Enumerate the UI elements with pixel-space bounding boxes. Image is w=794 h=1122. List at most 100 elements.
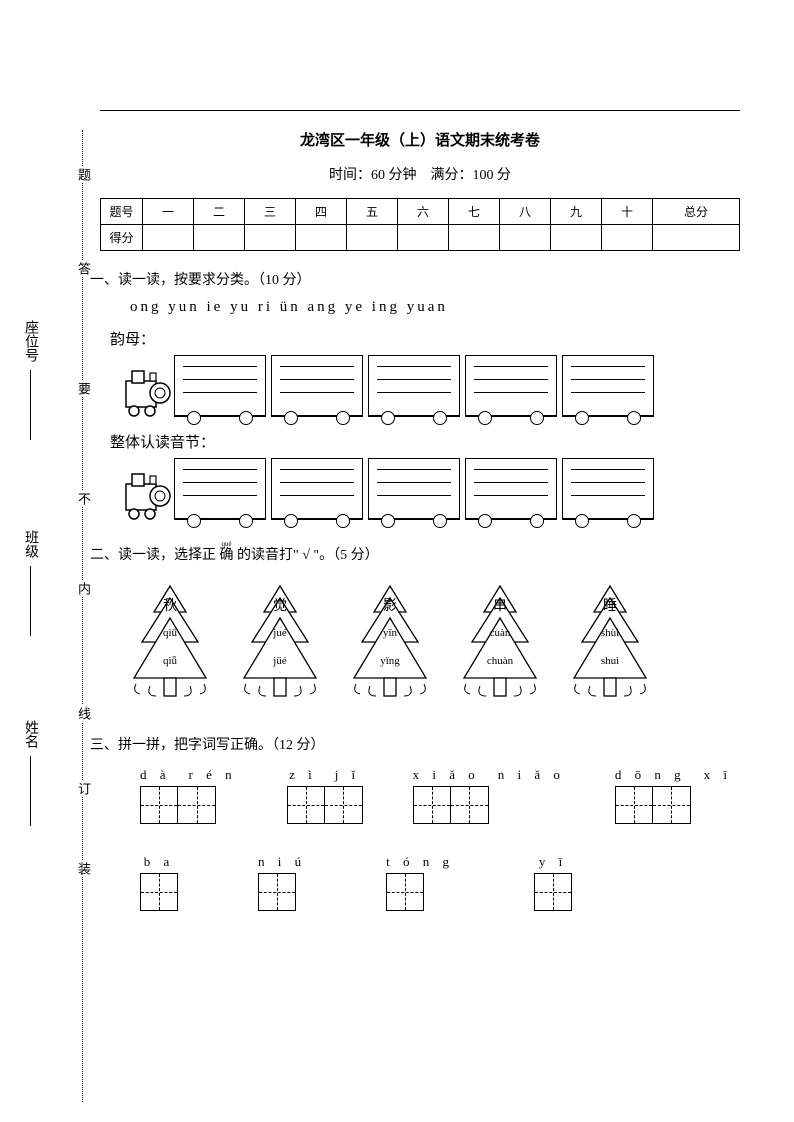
score-blank[interactable] — [551, 225, 602, 251]
score-cell: 二 — [194, 199, 245, 225]
score-value-row: 得分 — [101, 225, 740, 251]
svg-text:cuàn: cuàn — [490, 627, 511, 639]
q1-heading: 一、读一读，按要求分类。（10 分） — [90, 269, 740, 289]
score-blank[interactable] — [347, 225, 398, 251]
svg-text:秋: 秋 — [163, 598, 177, 614]
char-write-box[interactable] — [451, 786, 489, 824]
svg-text:qiū: qiū — [163, 627, 178, 639]
char-box-group — [386, 873, 454, 911]
q1-label-yunmu: 韵母： — [110, 328, 740, 349]
score-blank[interactable] — [602, 225, 653, 251]
train-wagon[interactable] — [174, 458, 266, 520]
train-wagon[interactable] — [562, 458, 654, 520]
char-write-box[interactable] — [615, 786, 653, 824]
q3-item: x i ǎ o n i ǎ o — [413, 764, 565, 824]
char-write-box[interactable] — [653, 786, 691, 824]
side-field-name: 姓名 — [20, 720, 40, 826]
char-box-group — [140, 873, 178, 911]
tree-item[interactable]: 秋 qiū qiǖ — [130, 584, 210, 704]
score-blank[interactable] — [449, 225, 500, 251]
train-wagon[interactable] — [174, 355, 266, 417]
char-write-box[interactable] — [178, 786, 216, 824]
q3-pinyin: z ì j ǐ — [287, 764, 363, 783]
q3-pinyin: t ó n g — [386, 854, 454, 870]
q3-item: t ó n g — [386, 854, 454, 911]
char-box-group — [258, 873, 306, 911]
score-cell: 得分 — [101, 225, 143, 251]
score-blank[interactable] — [653, 225, 740, 251]
svg-text:yīn: yīn — [383, 627, 398, 639]
svg-text:睡: 睡 — [603, 598, 617, 614]
q3-item: y ī — [534, 854, 572, 911]
q3-item: d à r é n — [140, 764, 237, 824]
q3-item: d ō n g x ī — [615, 764, 732, 824]
char-write-box[interactable] — [413, 786, 451, 824]
score-cell: 四 — [296, 199, 347, 225]
train-wagon[interactable] — [368, 458, 460, 520]
trees-row: 秋 qiū qiǖ 觉 jué jüé 影 yīn yǐng 串 cuàn ch… — [130, 584, 740, 704]
score-cell: 总分 — [653, 199, 740, 225]
char-write-box[interactable] — [287, 786, 325, 824]
exam-subtitle: 时间：60 分钟 满分：100 分 — [100, 164, 740, 184]
q2-ruby-rt: què — [220, 540, 234, 548]
binding-word: 不 — [74, 490, 93, 507]
train-wagon[interactable] — [271, 355, 363, 417]
q3-pinyin: d ō n g x ī — [615, 764, 732, 783]
score-table: 题号 一 二 三 四 五 六 七 八 九 十 总分 得分 — [100, 198, 740, 251]
train-wagon[interactable] — [562, 355, 654, 417]
svg-text:chuàn: chuàn — [487, 655, 514, 667]
svg-text:yǐng: yǐng — [380, 655, 400, 667]
train-wagon[interactable] — [465, 355, 557, 417]
char-write-box[interactable] — [386, 873, 424, 911]
locomotive-icon — [120, 367, 172, 417]
score-cell: 一 — [143, 199, 194, 225]
train-wagon[interactable] — [368, 355, 460, 417]
q2-ruby-base: 确 — [220, 548, 234, 563]
tree-item[interactable]: 串 cuàn chuàn — [460, 584, 540, 704]
q3-pinyin: y ī — [534, 854, 572, 870]
svg-text:shuì: shuì — [601, 655, 619, 667]
char-write-box[interactable] — [140, 873, 178, 911]
svg-text:jué: jué — [272, 627, 287, 639]
svg-text:串: 串 — [493, 598, 507, 614]
exam-title: 龙湾区一年级（上）语文期末统考卷 — [100, 129, 740, 150]
binding-word: 内 — [74, 580, 93, 597]
score-blank[interactable] — [245, 225, 296, 251]
char-write-box[interactable] — [534, 873, 572, 911]
score-blank[interactable] — [143, 225, 194, 251]
binding-word: 要 — [74, 380, 93, 397]
char-write-box[interactable] — [258, 873, 296, 911]
q3-row: b a n i ú t ó n g y ī — [140, 854, 740, 911]
tree-item[interactable]: 觉 jué jüé — [240, 584, 320, 704]
score-blank[interactable] — [194, 225, 245, 251]
score-blank[interactable] — [296, 225, 347, 251]
svg-text:影: 影 — [383, 598, 397, 614]
q3-item: b a — [140, 854, 178, 911]
binding-word: 装 — [74, 860, 93, 877]
score-cell: 题号 — [101, 199, 143, 225]
train-wagon[interactable] — [271, 458, 363, 520]
train-row-zhengti — [120, 458, 740, 520]
q3-heading: 三、拼一拼，把字词写正确。（12 分） — [90, 734, 740, 754]
train-wagon[interactable] — [465, 458, 557, 520]
binding-word: 题 — [74, 166, 93, 183]
side-field-label: 座位号 — [23, 320, 38, 362]
score-cell: 五 — [347, 199, 398, 225]
char-write-box[interactable] — [140, 786, 178, 824]
q1-label-zhengti: 整体认读音节： — [110, 431, 740, 452]
tree-item[interactable]: 睡 shùi shuì — [570, 584, 650, 704]
score-blank[interactable] — [398, 225, 449, 251]
score-blank[interactable] — [500, 225, 551, 251]
side-field-seat: 座位号 — [20, 320, 40, 440]
q1-pinyin-list: ong yun ie yu ri ün ang ye ing yuan — [130, 299, 740, 316]
score-cell: 八 — [500, 199, 551, 225]
score-cell: 三 — [245, 199, 296, 225]
svg-text:qiǖ: qiǖ — [163, 655, 178, 667]
svg-text:觉: 觉 — [273, 598, 287, 614]
score-cell: 六 — [398, 199, 449, 225]
char-write-box[interactable] — [325, 786, 363, 824]
q2-heading-pre: 二、读一读，选择正 — [90, 548, 220, 563]
tree-item[interactable]: 影 yīn yǐng — [350, 584, 430, 704]
char-box-group — [534, 873, 572, 911]
q3-pinyin: x i ǎ o n i ǎ o — [413, 764, 565, 783]
